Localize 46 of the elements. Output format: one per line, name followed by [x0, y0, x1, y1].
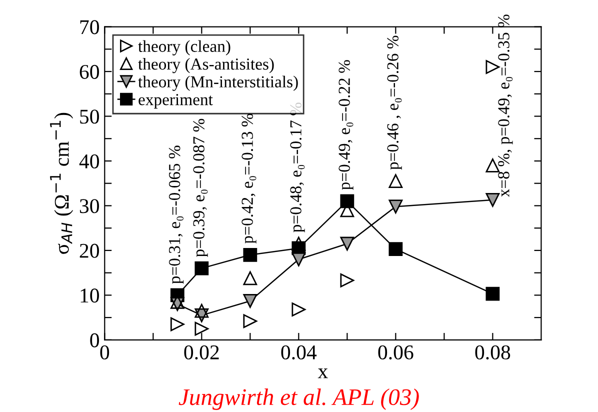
- point: [388, 200, 403, 214]
- point: [388, 174, 403, 188]
- y-tick-label: 50: [80, 110, 99, 124]
- point: [194, 304, 209, 318]
- point: [486, 286, 500, 301]
- x-tick-label: 0.06: [378, 345, 414, 360]
- x-tick-label: 0: [100, 345, 110, 360]
- legend-label: theory (Mn-interstitials): [138, 76, 298, 91]
- point: [243, 271, 258, 286]
- point: [194, 322, 209, 336]
- y-tick-label: 20: [80, 244, 99, 258]
- x-tick-label: 0.02: [184, 345, 219, 360]
- y-axis-title: σ$_{AH}$ (Ω$^{−1}$ cm$^{−1}$): [50, 112, 74, 254]
- point: [388, 242, 403, 256]
- point: [243, 248, 258, 262]
- x-tick-label: 0.08: [475, 345, 510, 360]
- x-tick-label: 0.04: [281, 345, 317, 360]
- annotation: p=0.42, e₀=-0.13 %: [242, 114, 256, 244]
- y-tick-label: 70: [80, 20, 99, 34]
- point: [170, 317, 184, 332]
- y-tick-label: 10: [80, 288, 99, 303]
- legend-label: theory (As-antisites): [138, 58, 274, 74]
- point: [340, 194, 354, 208]
- point: [292, 236, 306, 251]
- legend-label: theory (clean): [138, 40, 230, 56]
- annotation: p=0.49, e₀=-0.22 %: [338, 60, 354, 190]
- text: Jungwirth et al. APL (03): [178, 388, 419, 410]
- point: [292, 302, 306, 316]
- point: [486, 158, 500, 172]
- annotation: p=0.48, e₀=-0.17 %: [290, 102, 305, 232]
- y-tick-label: 30: [80, 199, 99, 214]
- legend-label: experiment: [138, 94, 213, 109]
- point: [243, 294, 258, 308]
- y-tick-label: 60: [80, 64, 99, 79]
- x-axis-title: x: [318, 368, 328, 378]
- point: [340, 273, 354, 288]
- point: [292, 252, 306, 266]
- annotation: p=0.46 , e₀=-0.26 %: [387, 36, 402, 170]
- point: [194, 261, 209, 276]
- point: [486, 192, 500, 207]
- point: [340, 236, 354, 251]
- annotation: p=0.31, e₀=-0.065 %: [168, 146, 184, 284]
- point: [243, 314, 258, 328]
- annotation: p=0.39, e₀=-0.087 %: [193, 118, 208, 257]
- y-tick-label: 0: [90, 333, 99, 348]
- y-tick-label: 40: [79, 154, 99, 168]
